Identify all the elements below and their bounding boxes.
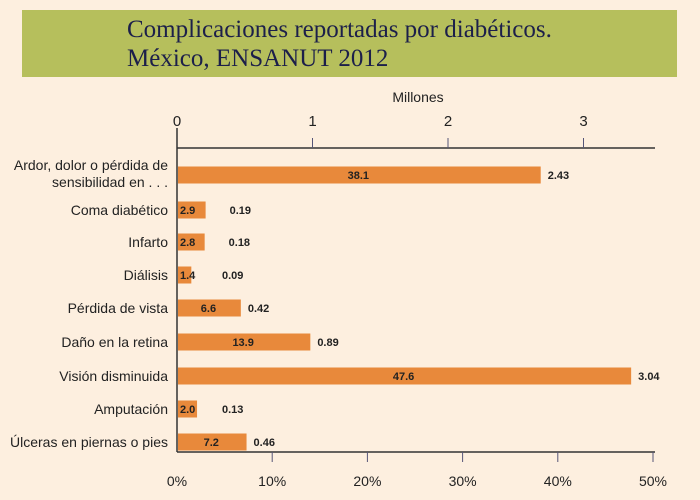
category-label: Daño en la retina bbox=[61, 334, 168, 350]
top-axis-tick-label: 3 bbox=[579, 113, 587, 130]
chart-title-line-1: Complicaciones reportadas por diabéticos… bbox=[127, 16, 552, 43]
bar-percent-label: 6.6 bbox=[201, 303, 216, 315]
bar-million-label: 0.09 bbox=[222, 270, 243, 282]
category-label: Coma diabético bbox=[71, 202, 168, 218]
category-label: Úlceras en piernas o pies bbox=[10, 434, 168, 450]
top-axis-tick-label: 2 bbox=[444, 113, 452, 130]
category-label: Amputación bbox=[94, 401, 168, 417]
top-axis-tick-label: 0 bbox=[173, 113, 181, 130]
bottom-axis-tick-label: 10% bbox=[258, 473, 286, 489]
category-label: sensibilidad en . . . bbox=[52, 174, 168, 190]
bar-percent-label: 2.9 bbox=[180, 205, 195, 217]
bar bbox=[178, 166, 541, 184]
bar-million-label: 0.13 bbox=[222, 404, 243, 416]
bar-million-label: 0.89 bbox=[317, 337, 338, 349]
bar-million-label: 0.19 bbox=[230, 205, 251, 217]
category-label: Visión disminuida bbox=[59, 368, 168, 384]
bar bbox=[178, 201, 206, 219]
top-axis-tick-label: 1 bbox=[308, 113, 316, 130]
top-axis-label: Millones bbox=[392, 89, 443, 105]
bar-million-label: 0.42 bbox=[248, 303, 269, 315]
bar-percent-label: 7.2 bbox=[204, 437, 219, 449]
bar-percent-label: 2.0 bbox=[180, 404, 195, 416]
bar-percent-label: 2.8 bbox=[180, 237, 195, 249]
category-label: Ardor, dolor o pérdida de bbox=[14, 157, 168, 173]
category-label: Diálisis bbox=[124, 267, 168, 283]
bar-percent-label: 13.9 bbox=[232, 337, 253, 349]
bottom-axis-tick-label: 40% bbox=[544, 473, 572, 489]
title-box: Complicaciones reportadas por diabéticos… bbox=[22, 10, 677, 77]
bar-percent-label: 38.1 bbox=[348, 170, 369, 182]
bar bbox=[178, 233, 205, 251]
bottom-axis-tick-label: 20% bbox=[353, 473, 381, 489]
bar-million-label: 3.04 bbox=[638, 371, 660, 383]
bar-million-label: 2.43 bbox=[548, 170, 569, 182]
chart-title-line-2: México, ENSANUT 2012 bbox=[127, 45, 389, 72]
bottom-axis-tick-label: 50% bbox=[639, 473, 667, 489]
bar bbox=[178, 400, 198, 418]
bottom-axis-tick-label: 30% bbox=[449, 473, 477, 489]
bar-million-label: 0.18 bbox=[229, 237, 250, 249]
bar bbox=[178, 333, 311, 351]
bar bbox=[178, 433, 247, 451]
bar-million-label: 0.46 bbox=[254, 437, 275, 449]
bar-percent-label: 47.6 bbox=[393, 371, 414, 383]
bar-percent-label: 1.4 bbox=[180, 270, 196, 282]
bar bbox=[178, 299, 241, 317]
category-label: Infarto bbox=[128, 234, 168, 250]
bar bbox=[178, 367, 632, 385]
bar bbox=[178, 266, 192, 284]
bottom-axis-tick-label: 0% bbox=[167, 473, 187, 489]
category-label: Pérdida de vista bbox=[68, 300, 169, 316]
